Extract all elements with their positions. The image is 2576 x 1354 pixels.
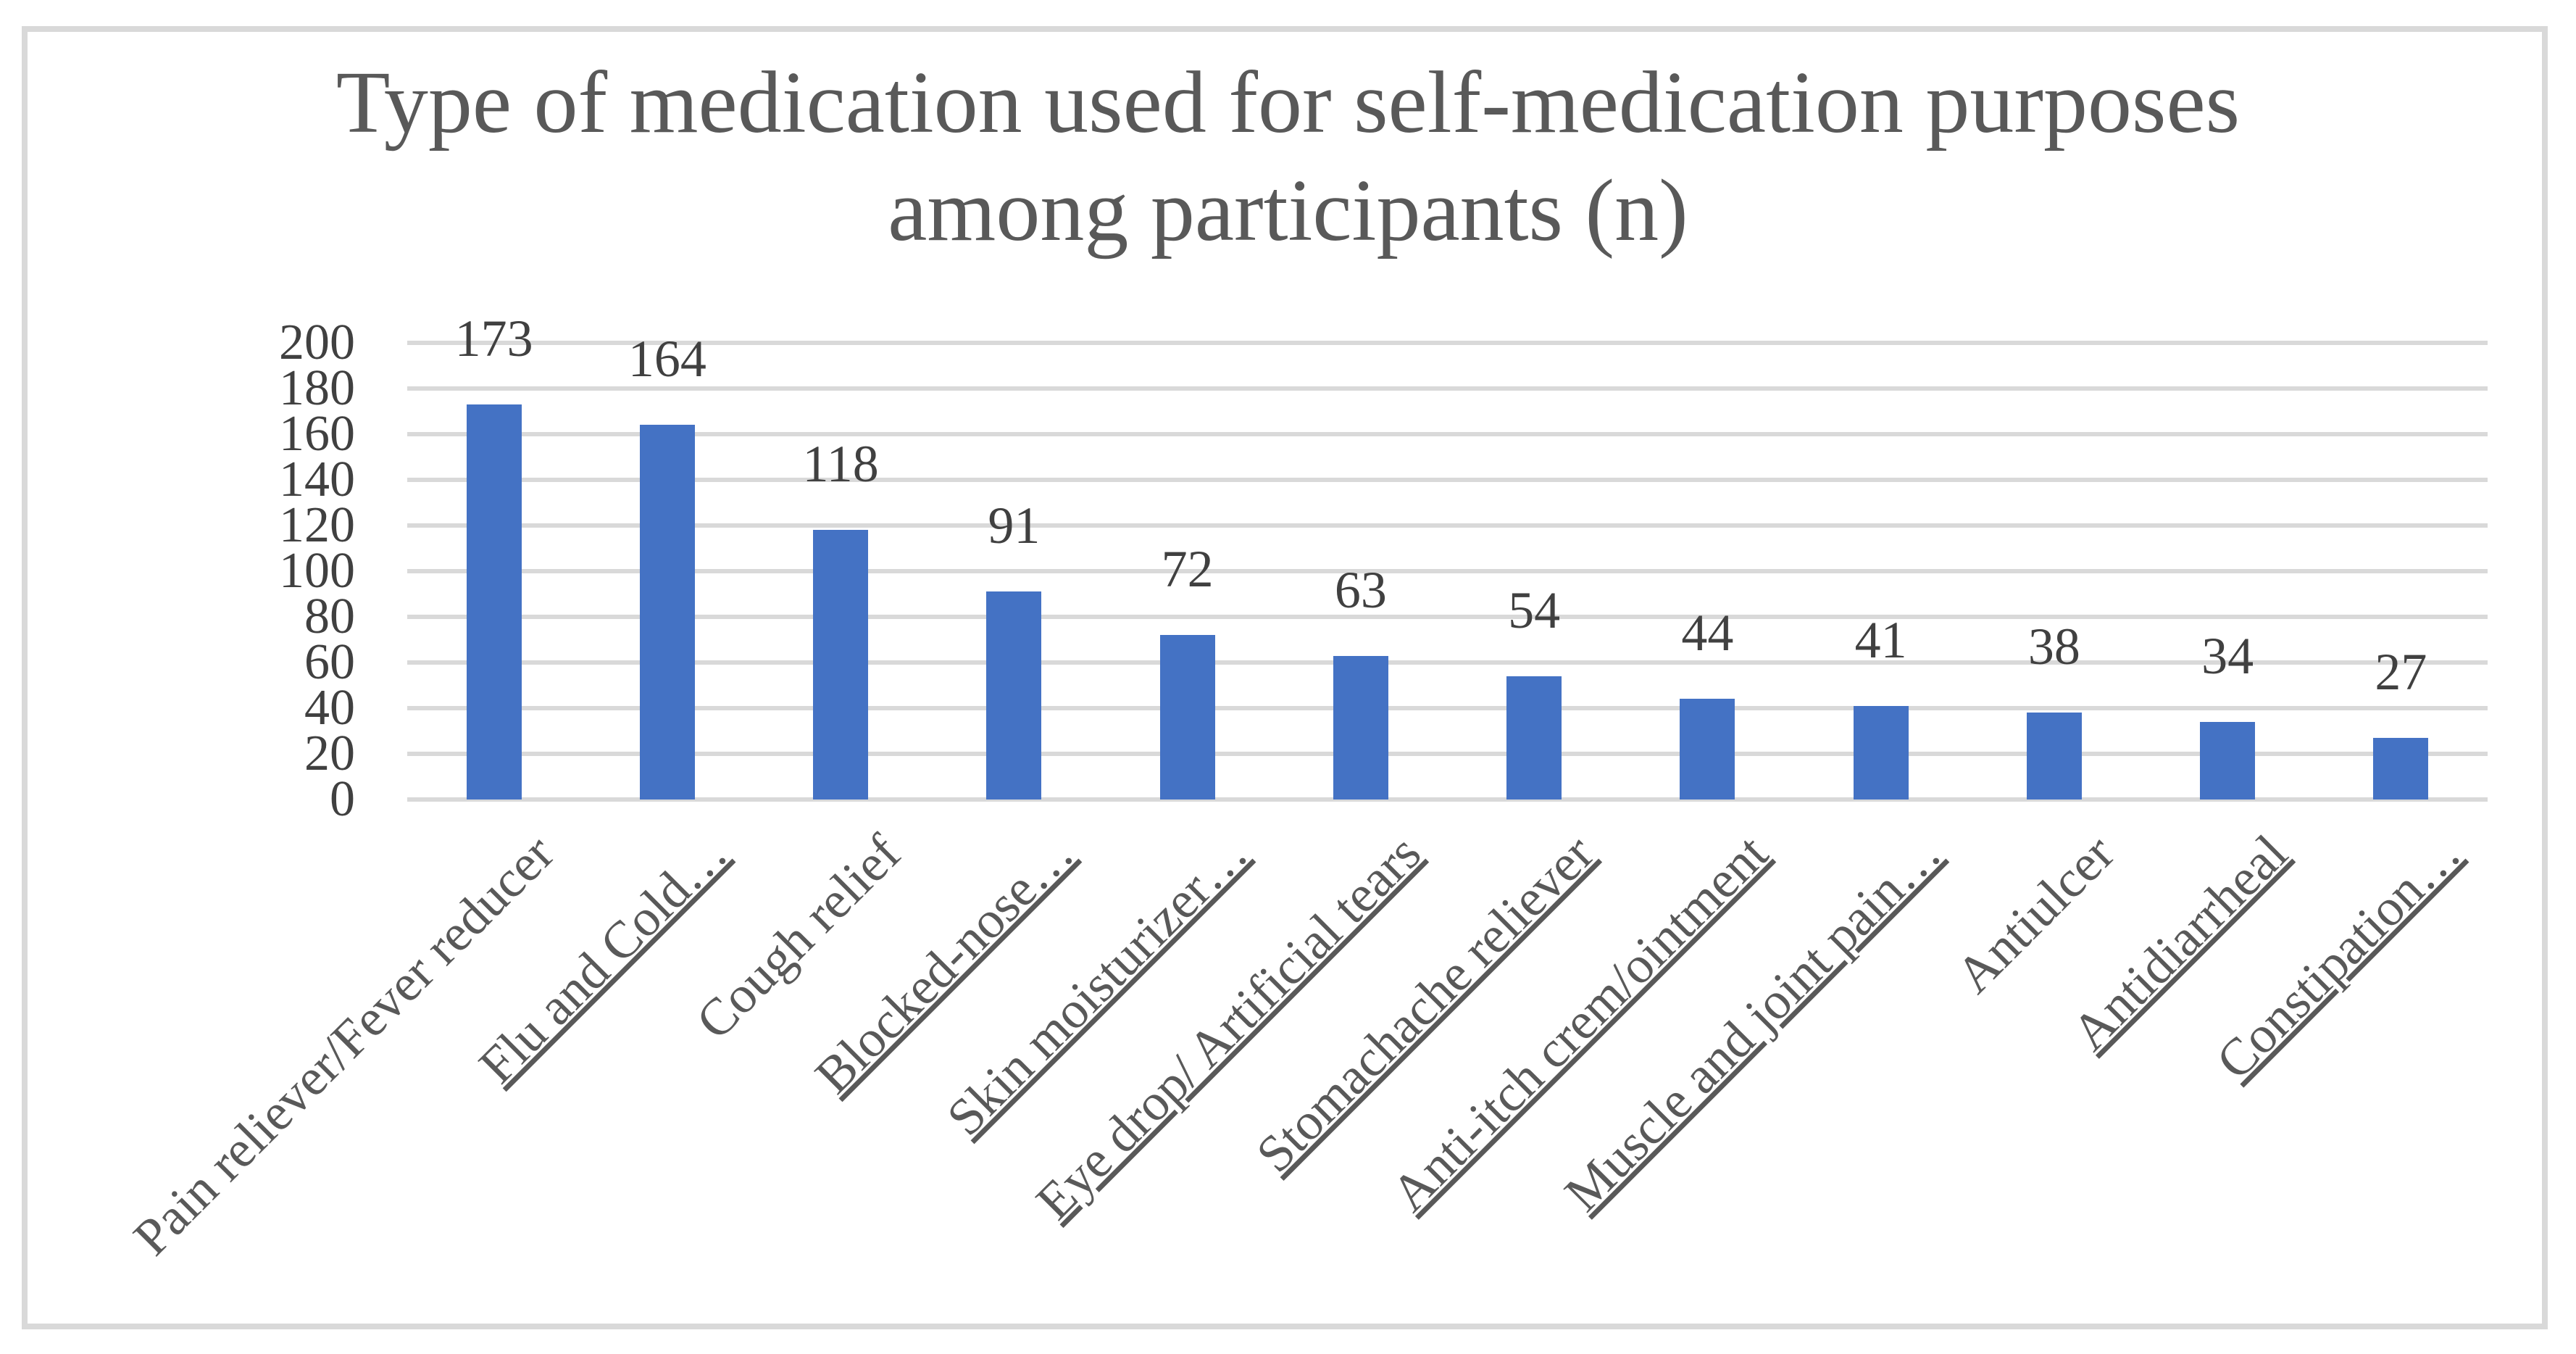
bar-value-label-8: 41 [1854,610,1907,669]
chart-outer-border [22,26,2548,1329]
gridline-120 [407,523,2488,528]
y-axis-tick-label-140: 140 [279,452,355,507]
gridline-80 [407,615,2488,619]
y-axis-tick-label-40: 40 [304,680,355,736]
y-axis-tick-label-80: 80 [304,589,355,644]
gridline-20 [407,752,2488,756]
bar-11 [2373,737,2429,799]
y-axis-tick-label-100: 100 [279,543,355,599]
bar-value-label-10: 34 [2201,626,2254,685]
gridline-40 [407,706,2488,710]
bar-6 [1506,676,1562,799]
bar-0 [466,404,522,799]
bar-3 [986,591,1042,799]
bar-value-label-1: 164 [628,330,706,389]
bar-value-label-4: 72 [1161,540,1214,599]
bar-value-label-11: 27 [2375,642,2427,701]
bar-value-label-5: 63 [1334,560,1387,619]
gridline-100 [407,569,2488,573]
gridline-0 [407,797,2488,802]
gridline-60 [407,660,2488,665]
y-axis-tick-label-180: 180 [279,360,355,416]
y-axis-tick-label-160: 160 [279,406,355,462]
chart-title-line-2: among participants (n) [888,161,1688,259]
gridline-200 [407,341,2488,345]
bar-value-label-6: 54 [1508,581,1561,639]
chart-title: Type of medication used for self-medicat… [0,49,2576,265]
gridline-160 [407,432,2488,436]
bar-9 [2026,713,2082,799]
y-axis-tick-label-60: 60 [304,634,355,690]
bar-7 [1680,699,1735,799]
y-axis-tick-label-120: 120 [279,497,355,553]
y-axis-tick-label-0: 0 [330,771,355,827]
bar-1 [639,425,695,799]
chart-title-line-1: Type of medication used for self-medicat… [335,54,2241,151]
bar-value-label-3: 91 [988,497,1041,555]
gridline-140 [407,478,2488,482]
bar-value-label-0: 173 [454,310,533,368]
bar-value-label-2: 118 [802,435,879,494]
bar-value-label-7: 44 [1681,604,1734,663]
bar-2 [813,530,869,799]
y-axis-tick-label-200: 200 [279,315,355,370]
bar-10 [2200,721,2256,799]
bar-4 [1159,635,1215,799]
y-axis-tick-label-20: 20 [304,726,355,781]
gridline-180 [407,386,2488,391]
bar-5 [1333,655,1388,799]
bar-8 [1853,705,1909,799]
bar-value-label-9: 38 [2027,618,2080,676]
